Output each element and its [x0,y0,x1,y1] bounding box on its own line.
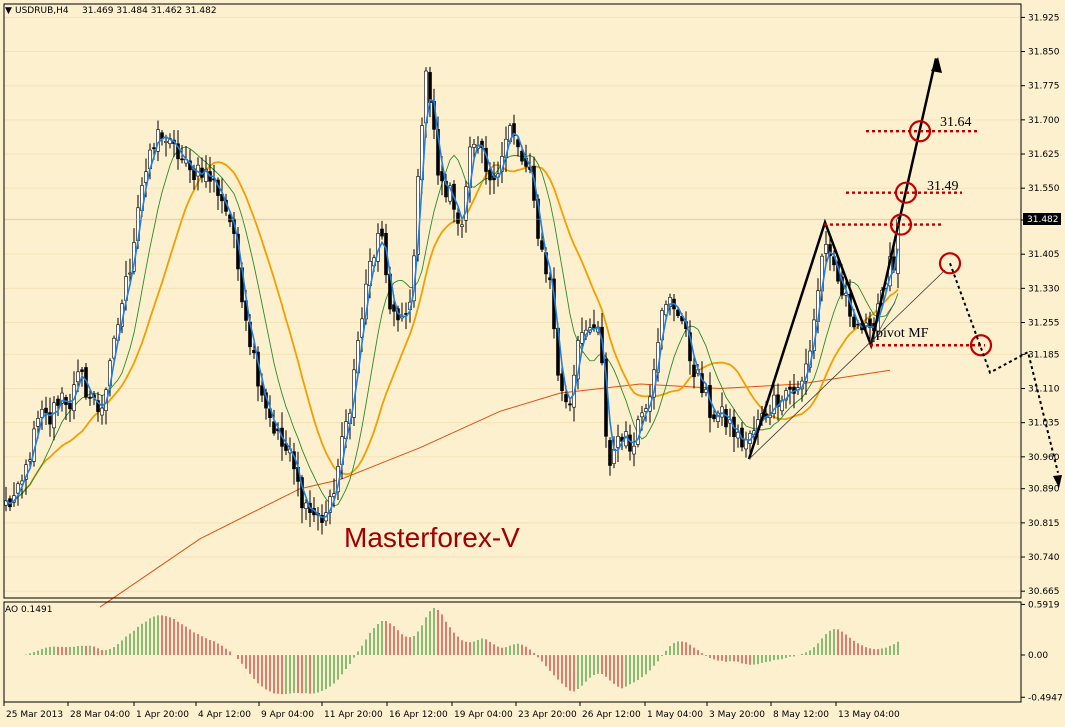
candle [272,409,276,436]
x-tick-label: 28 Mar 04:00 [70,710,130,720]
candle [632,432,636,467]
candle [676,307,680,319]
pivot-label: pivot MF [876,326,929,341]
y-tick-label: 31.330 [1028,284,1060,294]
y-tick-label: 31.925 [1028,13,1060,23]
y-tick-label: 31.775 [1028,82,1060,92]
candle [48,397,52,437]
x-tick-label: 8 May 12:00 [773,710,829,720]
ao-tick-label: 0.5919 [1028,600,1060,610]
candle [88,389,92,406]
x-tick-label: 16 Apr 12:00 [389,710,448,720]
candle [456,206,460,236]
ao-tick-label: 0.00 [1028,651,1048,661]
candle [628,424,632,461]
level-label-31-64: 31.64 [940,115,972,130]
candle [824,231,828,264]
candle [56,395,60,417]
y-tick-label: 30.960 [1028,453,1060,463]
candle [68,393,72,423]
level-label-31-49: 31.49 [927,179,959,194]
chart-ohlc: 31.469 31.484 31.462 31.482 [82,6,217,16]
candle [472,139,476,159]
ao-tick-label: -0.4947 [1028,693,1063,703]
candle [480,138,484,164]
y-tick-label: 31.550 [1028,184,1060,194]
x-tick-label: 19 Apr 04:00 [454,710,513,720]
candle [664,300,668,318]
medium-moving-average [5,146,899,507]
candle [692,355,696,389]
candle [380,220,384,240]
candle [788,380,792,405]
candle [712,408,716,423]
candle [176,130,180,170]
candle [512,114,516,145]
y-tick-label: 31.255 [1028,318,1060,328]
collapse-icon[interactable]: ▼ [5,6,12,16]
x-tick-label: 13 May 04:00 [838,710,900,720]
x-tick-label: 4 Apr 12:00 [198,710,251,720]
y-tick-label: 30.815 [1028,519,1060,529]
slow-moving-average [5,161,899,505]
chart-symbol: USDRUB,H4 [15,6,69,16]
y-tick-label: 31.185 [1028,350,1060,360]
x-tick-label: 25 Mar 2013 [6,710,63,720]
x-tick-label: 1 Apr 20:00 [136,710,189,720]
brand-watermark: Masterforex-V [344,522,520,553]
candle [448,182,452,205]
x-tick-label: 9 Apr 04:00 [261,710,314,720]
x-tick-label: 23 Apr 20:00 [518,710,577,720]
y-tick-label: 31.405 [1028,250,1060,260]
y-tick-label: 31.700 [1028,116,1060,126]
y-tick-label: 30.665 [1028,587,1060,597]
ao-indicator-label: AO 0.1491 [5,605,52,615]
x-tick-label: 26 Apr 12:00 [582,710,641,720]
candle [320,504,324,535]
candle [616,424,620,463]
y-tick-label: 30.890 [1028,485,1060,495]
y-tick-label: 31.850 [1028,48,1060,58]
candle [60,387,64,412]
candle [736,424,740,448]
x-tick-label: 1 May 04:00 [647,710,703,720]
candle [636,415,640,448]
candle [304,498,308,520]
candle [460,217,464,238]
candle [100,395,104,425]
awesome-oscillator-panel [25,607,899,695]
candle [52,396,56,441]
candle [772,383,776,419]
candle [516,136,520,157]
x-tick-label: 3 May 20:00 [709,710,765,720]
y-tick-label: 30.740 [1028,553,1060,563]
candle [164,134,168,157]
y-tick-label: 31.110 [1028,385,1060,395]
y-tick-label: 31.035 [1028,419,1060,429]
analysis-drawings [747,57,1062,488]
y-tick-label: 31.625 [1028,150,1060,160]
fast-moving-average [5,98,899,519]
candle [724,404,728,435]
current-price-tag: 31.482 [1027,215,1059,225]
candle [608,437,612,476]
candle [40,400,44,430]
candle [328,489,332,525]
candle [96,391,100,422]
x-tick-label: 11 Apr 20:00 [324,710,383,720]
